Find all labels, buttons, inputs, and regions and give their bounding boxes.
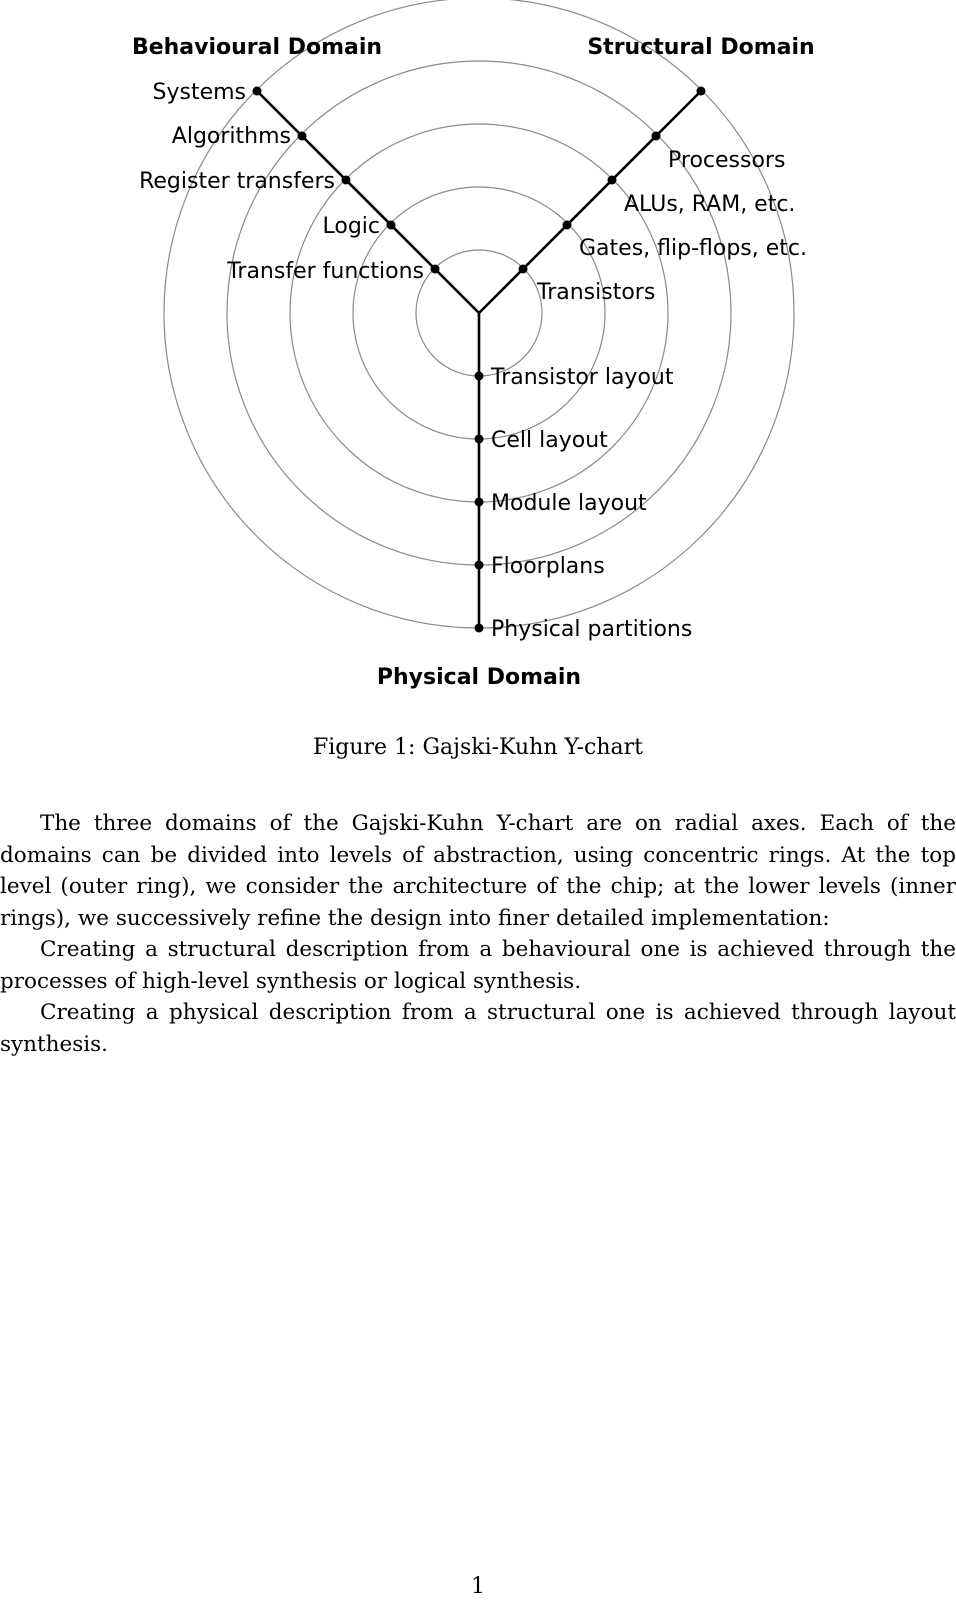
structural-level-label: Transistors: [536, 280, 655, 305]
paragraph: Creating a structural description from a…: [0, 937, 956, 994]
behavioural-level-label: Algorithms: [172, 124, 291, 149]
physical-level-labels: Transistor layout Cell layout Module lay…: [490, 365, 692, 642]
structural-level-label: Processors: [668, 148, 785, 173]
behavioural-domain-title: Behavioural Domain: [132, 35, 382, 60]
physical-point-3: [474, 497, 484, 507]
behavioural-point-4: [386, 220, 396, 230]
axis-points: [252, 86, 706, 633]
structural-axis: [477, 89, 703, 315]
behavioural-point-2: [297, 131, 307, 141]
structural-level-label: Gates, flip-flops, etc.: [579, 236, 807, 261]
behavioural-axis: [255, 89, 481, 315]
y-axes: [255, 89, 703, 630]
behavioural-level-label: Systems: [153, 80, 247, 105]
structural-level-label: ALUs, RAM, etc.: [624, 192, 795, 217]
structural-point-4: [562, 220, 572, 230]
behavioural-point-1: [252, 86, 262, 96]
behavioural-level-label: Transfer functions: [226, 259, 424, 284]
behavioural-level-label: Logic: [322, 214, 380, 239]
page-number: 1: [471, 1574, 485, 1599]
domain-titles: Behavioural Domain Structural Domain Phy…: [132, 35, 815, 690]
structural-point-5: [518, 264, 528, 274]
behavioural-point-3: [341, 175, 351, 185]
behavioural-level-labels: Systems Algorithms Register transfers Lo…: [139, 80, 424, 284]
body-text: The three domains of the Gajski-Kuhn Y-c…: [0, 808, 956, 1060]
behavioural-level-label: Register transfers: [139, 169, 335, 194]
behavioural-point-5: [430, 264, 440, 274]
figure-caption: Figure 1: Gajski-Kuhn Y-chart: [312, 735, 644, 760]
physical-point-2: [474, 434, 484, 444]
paragraph: Creating a physical description from a s…: [0, 1000, 956, 1057]
physical-level-label: Floorplans: [491, 554, 605, 579]
physical-point-5: [474, 623, 484, 633]
physical-level-label: Cell layout: [491, 428, 608, 453]
physical-point-4: [474, 560, 484, 570]
physical-point-1: [474, 371, 484, 381]
paragraph: The three domains of the Gajski-Kuhn Y-c…: [0, 811, 956, 931]
structural-domain-title: Structural Domain: [587, 35, 814, 60]
structural-level-labels: Processors ALUs, RAM, etc. Gates, flip-f…: [536, 148, 807, 305]
physical-level-label: Module layout: [491, 491, 647, 516]
physical-level-label: Transistor layout: [490, 365, 674, 390]
physical-level-label: Physical partitions: [491, 617, 692, 642]
physical-domain-title: Physical Domain: [377, 665, 581, 690]
structural-point-2: [651, 131, 661, 141]
structural-point-3: [607, 175, 617, 185]
structural-point-1: [696, 86, 706, 96]
gajski-kuhn-y-chart: Behavioural Domain Structural Domain Phy…: [132, 0, 815, 690]
